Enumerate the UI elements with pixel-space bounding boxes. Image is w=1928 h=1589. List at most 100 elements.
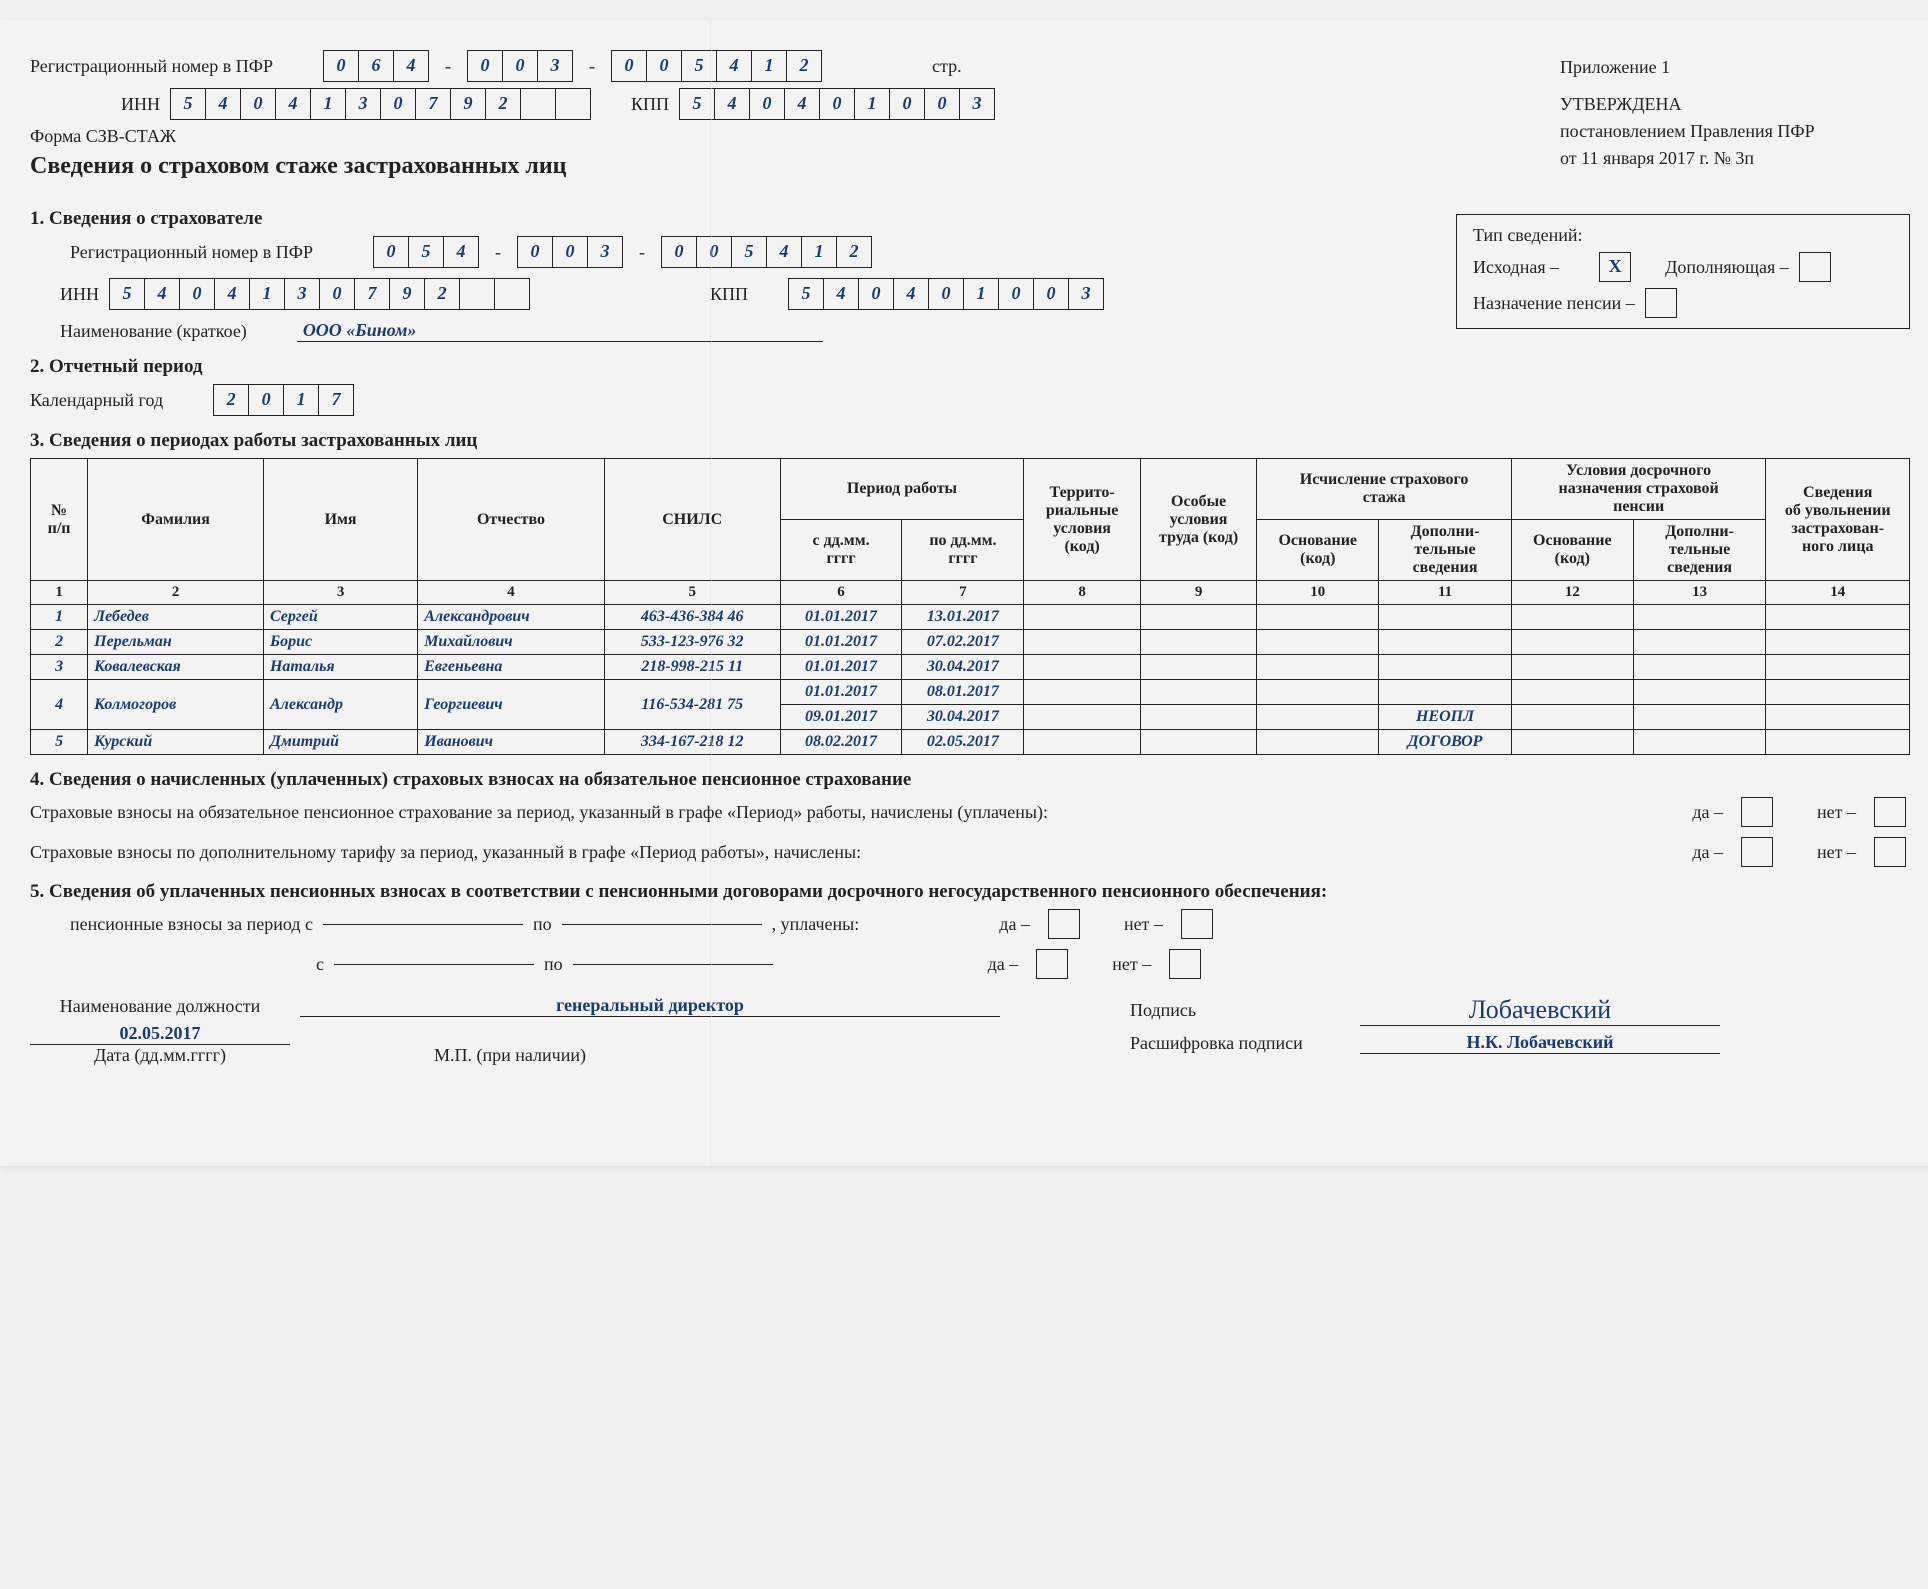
s5-no-1: нет – (1124, 914, 1163, 935)
digit-cell: 0 (858, 278, 894, 310)
s1-name-value: ООО «Бином» (297, 320, 823, 342)
cell: 4 (31, 680, 88, 730)
cell: Наталья (263, 655, 417, 680)
digit-cell: 0 (319, 278, 355, 310)
s1-reg-1: 054 (373, 236, 479, 268)
s5-no-chk-1[interactable] (1181, 909, 1213, 939)
type-pension: Назначение пенсии – (1473, 293, 1635, 314)
s4-no-2: нет – (1817, 842, 1856, 863)
digit-cell: 0 (646, 50, 682, 82)
digit-cell: 0 (928, 278, 964, 310)
cell: 533-123-976 32 (604, 630, 780, 655)
type-pension-chk[interactable] (1645, 288, 1677, 318)
th-extra-2: Дополни- тельные сведения (1633, 520, 1766, 581)
digit-cell: 4 (893, 278, 929, 310)
s5-no-2: нет – (1112, 954, 1151, 975)
digit-cell: 0 (248, 384, 284, 416)
s5-to-1[interactable] (562, 924, 762, 925)
cell (1257, 730, 1379, 755)
cell: Ковалевская (88, 655, 264, 680)
s4-yes-chk-1[interactable] (1741, 797, 1773, 827)
s4-no-chk-2[interactable] (1874, 837, 1906, 867)
cell: ДОГОВОР (1379, 730, 1512, 755)
digit-cell: 0 (179, 278, 215, 310)
digit-cell: 2 (424, 278, 460, 310)
digit-cell: 3 (1068, 278, 1104, 310)
cell (1257, 630, 1379, 655)
th-extra-1: Дополни- тельные сведения (1379, 520, 1512, 581)
s5-to-2[interactable] (573, 964, 773, 965)
digit-cell: 0 (323, 50, 359, 82)
digit-cell (520, 88, 556, 120)
s5-no-chk-2[interactable] (1169, 949, 1201, 979)
col-num: 9 (1140, 581, 1256, 605)
type-initial-chk[interactable]: X (1599, 252, 1631, 282)
col-num: 14 (1766, 581, 1910, 605)
digit-cell: 1 (310, 88, 346, 120)
s5-s: с (316, 954, 324, 975)
table-row: 1ЛебедевСергейАлександрович463-436-384 4… (31, 605, 1910, 630)
s4-no-1: нет – (1817, 802, 1856, 823)
cell (1024, 730, 1140, 755)
th-name: Имя (263, 459, 417, 581)
cell (1024, 705, 1140, 730)
type-label: Тип сведений: (1473, 225, 1893, 246)
s1-kpp-label: КПП (710, 284, 748, 305)
digit-cell: 0 (240, 88, 276, 120)
digit-cell: 0 (611, 50, 647, 82)
digit-cell: 1 (963, 278, 999, 310)
cell (1511, 730, 1633, 755)
cell: 02.05.2017 (902, 730, 1024, 755)
th-calc: Исчисление страхового стажа (1257, 459, 1512, 520)
th-period: Период работы (780, 459, 1024, 520)
digit-cell: 0 (696, 236, 732, 268)
type-supp-chk[interactable] (1799, 252, 1831, 282)
digit-cell: 3 (959, 88, 995, 120)
digit-cell: 0 (924, 88, 960, 120)
digit-cell: 4 (443, 236, 479, 268)
cell: Иванович (418, 730, 605, 755)
digit-cell: 0 (380, 88, 416, 120)
dec-label: Расшифровка подписи (1130, 1033, 1350, 1054)
cell (1633, 705, 1766, 730)
s5-yes-chk-1[interactable] (1048, 909, 1080, 939)
s5-yes-1: да – (999, 914, 1030, 935)
cell (1511, 705, 1633, 730)
cell: 09.01.2017 (780, 705, 902, 730)
digit-cell (494, 278, 530, 310)
s4-line1: Страховые взносы на обязательное пенсион… (30, 802, 1682, 823)
s5-paid: , уплачены: (772, 914, 860, 935)
cell: 1 (31, 605, 88, 630)
cell (1766, 655, 1910, 680)
s5-contrib: пенсионные взносы за период с (70, 914, 313, 935)
hdr-reg-1: 064 (323, 50, 429, 82)
hdr-inn: 5404130792 (170, 88, 591, 120)
digit-cell: 6 (358, 50, 394, 82)
doc-title: Сведения о страховом стаже застрахованны… (30, 153, 995, 180)
digit-cell: 3 (284, 278, 320, 310)
s5-yes-chk-2[interactable] (1036, 949, 1068, 979)
th-basis-1: Основание (код) (1257, 520, 1379, 581)
s4-yes-chk-2[interactable] (1741, 837, 1773, 867)
digit-cell: 2 (786, 50, 822, 82)
s4-heading: 4. Сведения о начисленных (уплаченных) с… (30, 769, 1910, 791)
s5-from-2[interactable] (334, 964, 534, 965)
cell: 01.01.2017 (780, 630, 902, 655)
cell: Евгеньевна (418, 655, 605, 680)
s5-from-1[interactable] (323, 924, 523, 925)
s5-po-1: по (533, 914, 552, 935)
s4-no-chk-1[interactable] (1874, 797, 1906, 827)
cell (1024, 655, 1140, 680)
digit-cell: 4 (766, 236, 802, 268)
cell (1633, 730, 1766, 755)
cell (1379, 630, 1512, 655)
appendix-1: Приложение 1 (1560, 54, 1910, 81)
digit-cell (459, 278, 495, 310)
s5-heading: 5. Сведения об уплаченных пенсионных взн… (30, 881, 1910, 903)
th-early: Условия досрочного назначения страховой … (1511, 459, 1766, 520)
cell: Михайлович (418, 630, 605, 655)
digit-cell: 9 (450, 88, 486, 120)
cell (1633, 605, 1766, 630)
cell (1511, 680, 1633, 705)
cell: 5 (31, 730, 88, 755)
